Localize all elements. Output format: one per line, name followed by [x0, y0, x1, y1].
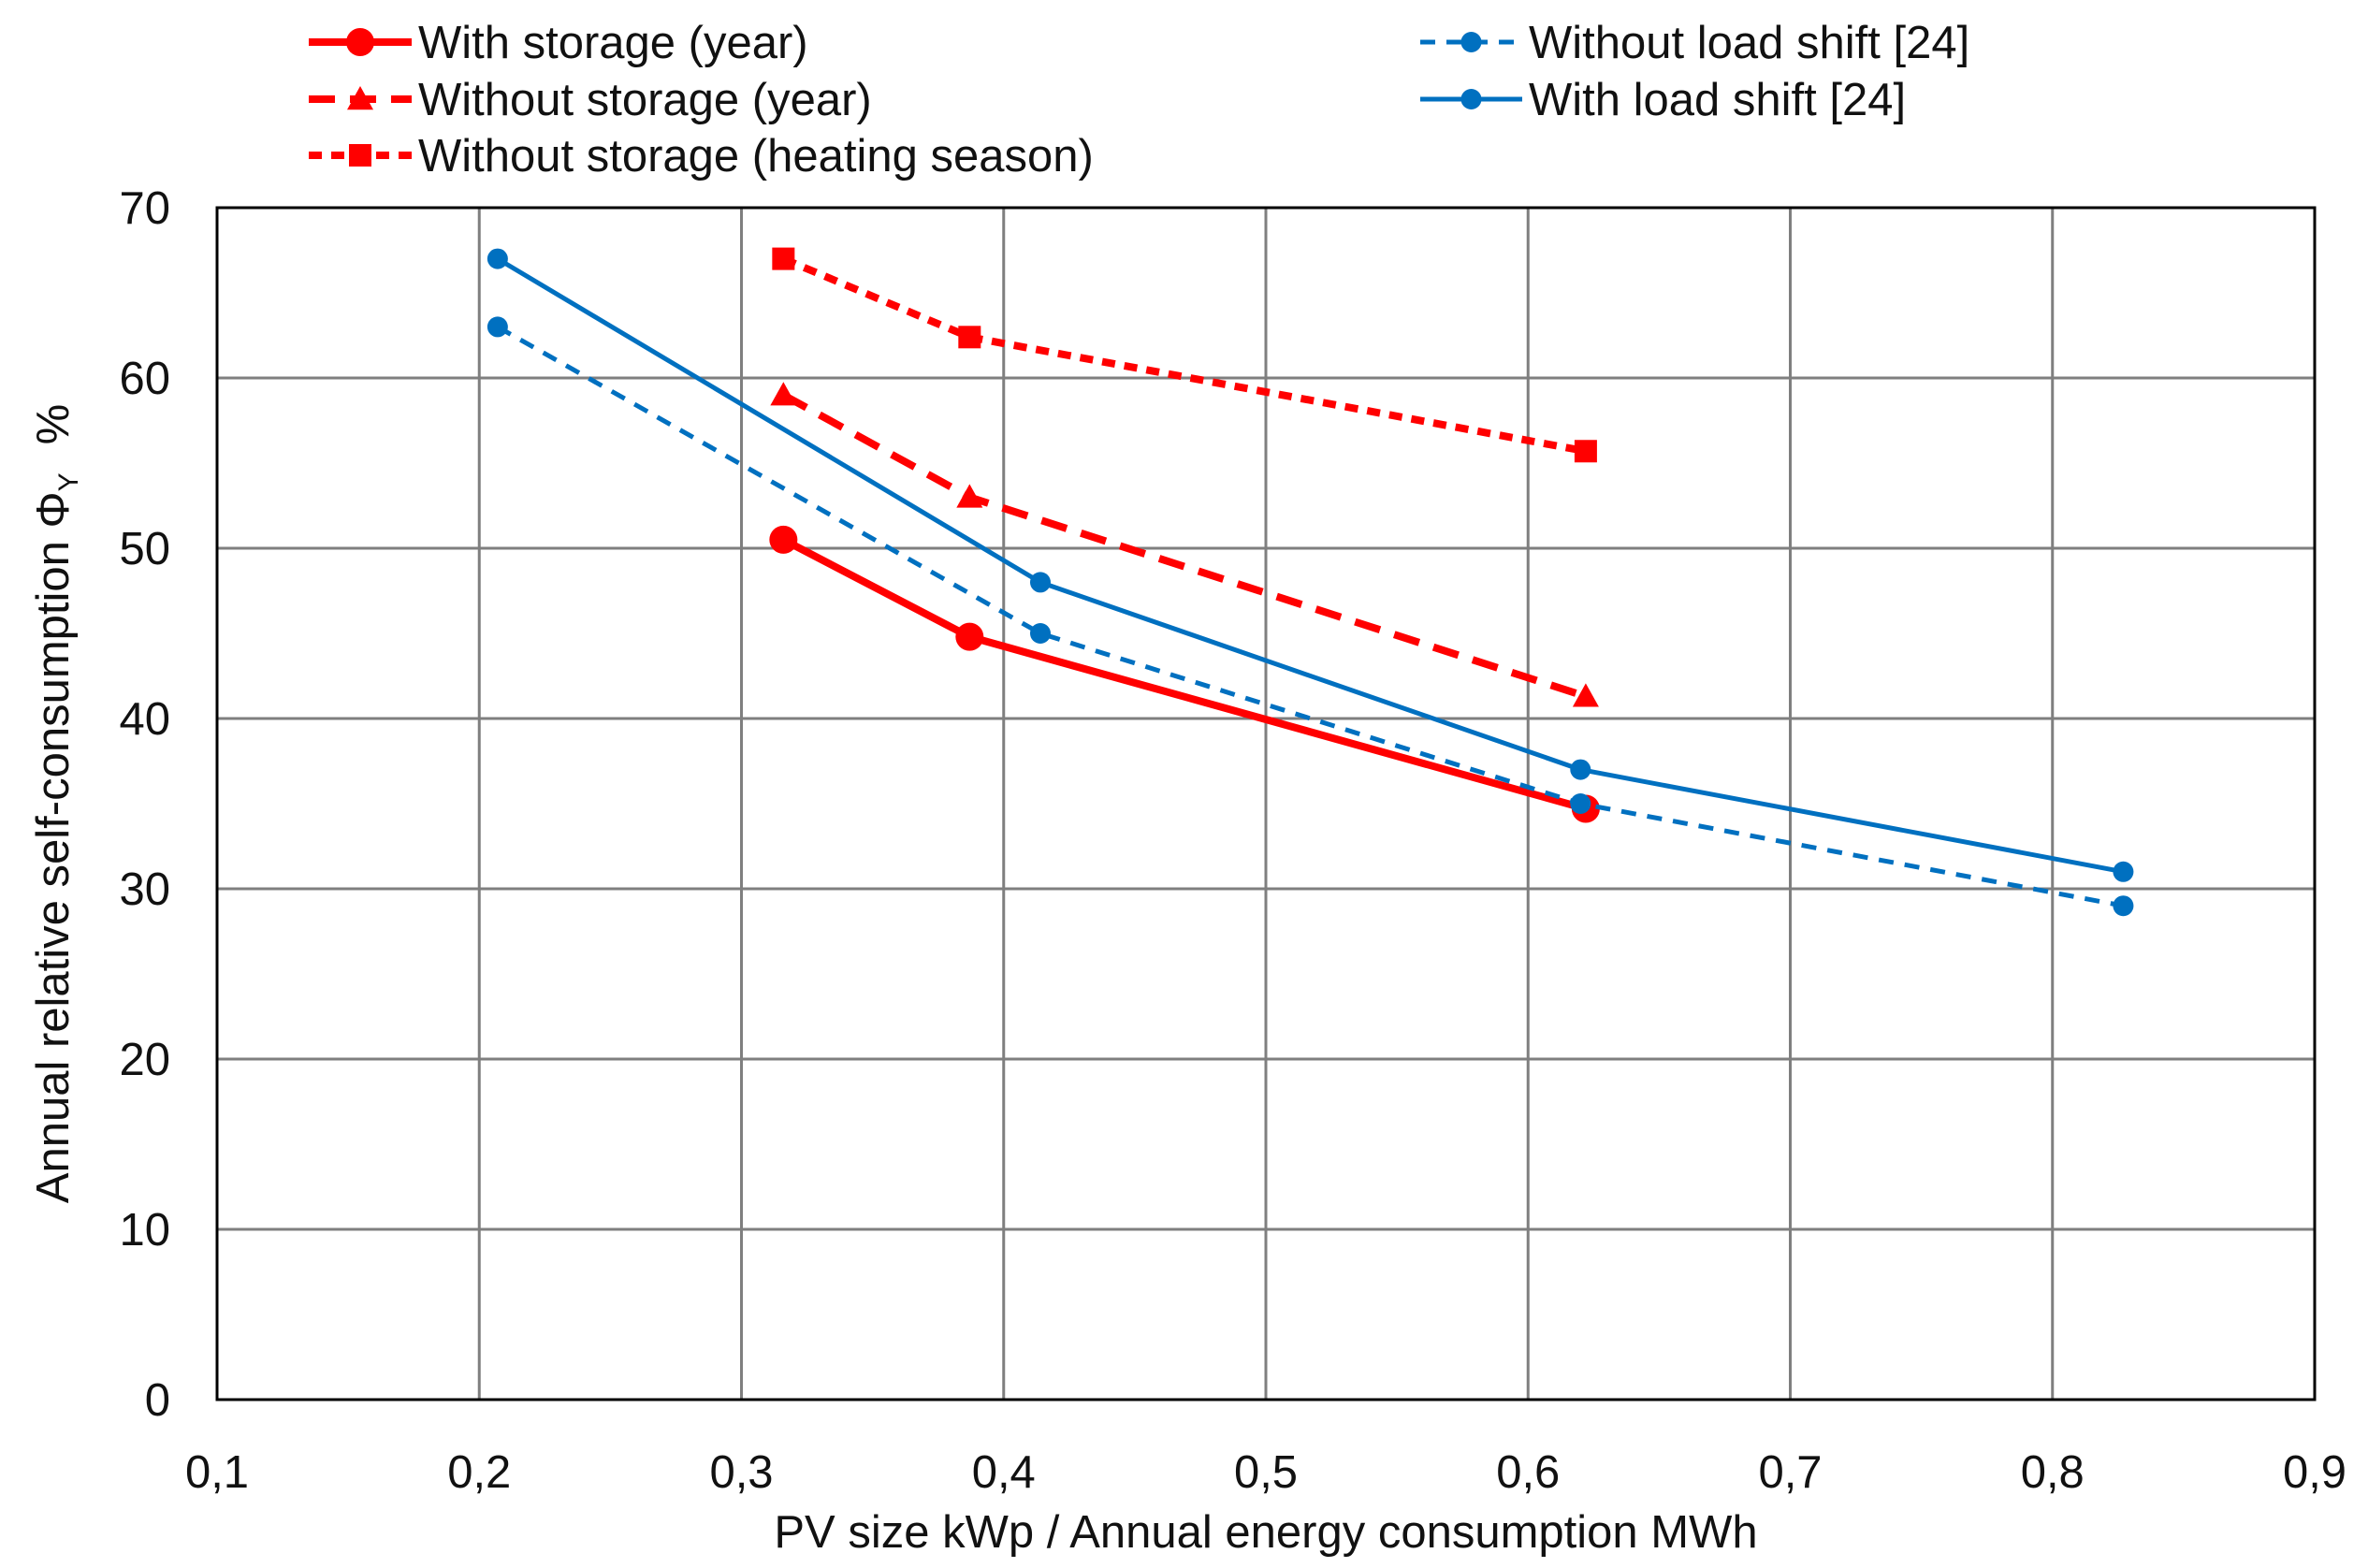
- data-point: [956, 484, 983, 508]
- legend-label: With storage (year): [418, 18, 808, 68]
- data-point: [1572, 683, 1599, 707]
- y-tick-label: 60: [119, 354, 170, 404]
- x-tick-label: 0,5: [1234, 1447, 1298, 1498]
- y-axis-title: Annual relative self-consumption ΦY%: [28, 404, 84, 1203]
- data-point: [958, 326, 981, 349]
- series-line: [781, 536, 1587, 813]
- x-tick-label: 0,1: [185, 1447, 249, 1498]
- data-point: [955, 622, 984, 651]
- legend-label: Without load shift [24]: [1529, 18, 1969, 68]
- data-point: [1460, 89, 1482, 109]
- data-point: [1029, 572, 1051, 593]
- x-tick-label: 0,2: [447, 1447, 511, 1498]
- data-point: [487, 248, 508, 269]
- y-tick-label: 40: [119, 694, 170, 745]
- plot-area-frame: [215, 206, 2317, 1401]
- legend-label: Without storage (year): [418, 75, 872, 125]
- data-point: [1570, 759, 1591, 780]
- y-axis-title-subscript: Y: [53, 472, 84, 491]
- tick-labels: 0,1 0,2 0,3 0,4 0,5 0,6 0,7 0,8 0,9 0 10 20 30 40 50 60…: [119, 183, 2346, 1498]
- data-point: [770, 382, 797, 406]
- legend-entry: Without storage (heating season): [309, 131, 1094, 181]
- x-tick-label: 0,4: [972, 1447, 1036, 1498]
- legend-label: Without storage (heating season): [418, 131, 1094, 181]
- x-tick-label: 0,8: [2021, 1447, 2085, 1498]
- y-tick-label: 30: [119, 864, 170, 915]
- series-without-storage-year: [770, 382, 1599, 707]
- series-with-load-shift-24: [487, 248, 2134, 882]
- data-point: [1460, 32, 1482, 52]
- y-axis-title-main: Annual relative self-consumption Φ: [28, 491, 79, 1203]
- x-tick-label: 0,7: [1758, 1447, 1822, 1498]
- data-point: [772, 247, 795, 270]
- data-point: [347, 86, 373, 110]
- data-point: [2113, 895, 2134, 917]
- legend-entry: With storage (year): [309, 18, 808, 68]
- data-point: [346, 28, 374, 56]
- series-line: [781, 254, 1587, 456]
- y-axis-title-unit: %: [28, 404, 79, 445]
- series-line: [496, 256, 2124, 875]
- legend-entry: Without load shift [24]: [1420, 18, 1969, 68]
- legend: With storage (year) Without storage (year…: [309, 18, 1969, 181]
- x-tick-label: 0,3: [709, 1447, 773, 1498]
- data-point: [349, 144, 371, 167]
- legend-entry: With load shift [24]: [1420, 75, 1906, 125]
- grid: [217, 208, 2315, 1400]
- y-tick-label: 70: [119, 183, 170, 234]
- x-tick-label: 0,9: [2283, 1447, 2346, 1498]
- series-line: [781, 391, 1588, 701]
- y-tick-label: 10: [119, 1205, 170, 1256]
- y-tick-label: 20: [119, 1035, 170, 1085]
- data-point: [1029, 623, 1051, 644]
- data-point: [1574, 440, 1597, 463]
- x-axis-title: PV size kWp / Annual energy consumption …: [774, 1507, 1757, 1558]
- series-without-load-shift-24: [487, 316, 2134, 917]
- series-without-storage-heating-season: [772, 247, 1597, 463]
- data-point: [487, 316, 508, 338]
- y-tick-label: 0: [145, 1375, 170, 1426]
- legend-label: With load shift [24]: [1529, 75, 1906, 125]
- x-tick-label: 0,6: [1496, 1447, 1560, 1498]
- series-with-storage-year: [769, 525, 1600, 823]
- data-point: [2113, 861, 2134, 882]
- data-point: [769, 525, 798, 554]
- data-point: [1570, 793, 1591, 814]
- legend-entry: Without storage (year): [309, 75, 872, 125]
- series-layer: [487, 247, 2134, 917]
- y-tick-label: 50: [119, 524, 170, 574]
